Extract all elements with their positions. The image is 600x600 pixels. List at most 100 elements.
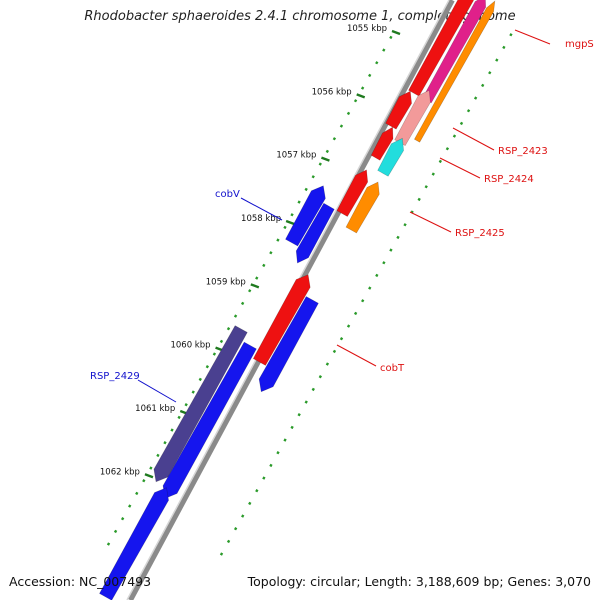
gene-red-3 <box>370 126 394 161</box>
inner-minor-tick <box>452 134 457 138</box>
topology-text: Topology: circular; Length: 3,188,609 bp… <box>247 574 591 589</box>
outer-minor-tick <box>248 289 252 293</box>
ruler-tick-label: 1061 kbp <box>135 404 175 414</box>
outer-minor-tick <box>128 504 132 508</box>
outer-minor-tick <box>135 491 139 496</box>
inner-minor-tick <box>438 159 442 164</box>
leader-mgpS <box>514 29 551 45</box>
inner-minor-tick <box>283 438 287 442</box>
leader-RSP_2425 <box>409 211 452 233</box>
inner-minor-tick <box>417 197 421 202</box>
inner-minor-tick <box>346 324 351 328</box>
major-tick <box>356 93 366 99</box>
gene-features <box>99 0 496 600</box>
gene-red-1 <box>408 0 474 97</box>
inner-minor-tick <box>361 299 365 303</box>
outer-minor-tick <box>368 73 372 78</box>
outer-minor-tick <box>360 86 365 90</box>
inner-minor-tick <box>473 96 478 100</box>
inner-minor-tick <box>445 147 450 151</box>
inner-minor-tick <box>332 349 337 354</box>
major-tick <box>144 473 154 479</box>
outer-minor-tick <box>255 276 259 280</box>
gene-label-cobT: cobT <box>380 363 405 374</box>
ruler-tick-label: 1058 kbp <box>241 214 281 224</box>
major-tick <box>250 283 260 289</box>
inner-minor-tick <box>368 286 372 290</box>
inner-minor-tick <box>424 185 428 189</box>
gene-cobV-b <box>295 202 335 264</box>
gene-cobT <box>258 296 319 393</box>
gene-cobV-a <box>285 185 326 247</box>
leader-RSP_2423 <box>452 127 495 151</box>
outer-minor-tick <box>156 453 160 458</box>
inner-minor-tick <box>269 463 273 468</box>
outer-minor-tick <box>149 466 153 470</box>
ruler-ticks <box>106 29 513 556</box>
outer-minor-tick <box>375 61 379 65</box>
outer-minor-tick <box>332 137 337 141</box>
inner-minor-tick <box>255 489 259 493</box>
ruler-tick-label: 1055 kbp <box>347 24 387 34</box>
outer-minor-tick <box>353 99 358 103</box>
major-tick <box>285 219 295 226</box>
inner-minor-tick <box>276 451 280 455</box>
outer-minor-tick <box>184 403 188 407</box>
outer-minor-tick <box>233 314 238 318</box>
gene-red-4 <box>336 169 369 217</box>
inner-minor-tick <box>459 121 464 126</box>
gene-label-RSP_2429: RSP_2429 <box>90 371 140 382</box>
outer-minor-tick <box>163 441 167 445</box>
gene-label-RSP_2423: RSP_2423 <box>498 146 548 157</box>
inner-minor-tick <box>262 476 266 480</box>
ruler-tick-label: 1057 kbp <box>276 151 316 161</box>
outer-minor-tick <box>113 529 118 534</box>
accession-text: Accession: NC_007493 <box>9 574 152 589</box>
inner-minor-tick <box>339 337 344 341</box>
gene-cobT-red <box>252 274 311 366</box>
gene-red-2 <box>385 90 412 130</box>
inner-minor-tick <box>495 58 499 62</box>
leader-RSP_2429 <box>137 379 177 403</box>
inner-minor-tick <box>311 387 315 392</box>
outer-minor-tick <box>311 175 315 179</box>
outer-minor-tick <box>170 428 174 432</box>
gene-blue-bottom <box>99 487 169 600</box>
inner-minor-tick <box>304 400 308 404</box>
inner-minor-tick <box>431 172 435 176</box>
inner-minor-tick <box>325 362 330 366</box>
labels: 1055 kbp 1056 kbp 1057 kbp 1058 kbp 1059 kbp… <box>90 24 594 477</box>
outer-minor-tick <box>318 162 322 166</box>
ruler-tick-label: 1056 kbp <box>312 87 352 97</box>
inner-minor-tick <box>353 311 358 316</box>
outer-minor-tick <box>191 390 195 394</box>
leader-cobT <box>336 344 377 367</box>
outer-minor-tick <box>240 301 245 306</box>
leader-cobV <box>240 197 283 221</box>
gene-RSP_2429 <box>153 325 248 483</box>
outer-minor-tick <box>106 542 111 546</box>
inner-minor-tick <box>297 413 301 417</box>
major-tick <box>320 156 330 162</box>
outer-minor-tick <box>283 225 287 230</box>
gene-blue-long <box>162 341 257 499</box>
inner-minor-tick <box>241 514 245 518</box>
inner-minor-tick <box>466 109 471 113</box>
outer-minor-tick <box>120 517 125 521</box>
inner-minor-tick <box>403 223 407 227</box>
inner-minor-tick <box>509 33 513 37</box>
inner-minor-tick <box>396 235 400 240</box>
outer-minor-tick <box>389 35 393 40</box>
gene-label-RSP_2424: RSP_2424 <box>484 174 534 185</box>
outer-minor-tick <box>212 352 217 356</box>
inner-minor-tick <box>502 45 506 50</box>
gene-label-mgpS: mgpS <box>565 39 594 50</box>
inner-minor-tick <box>382 261 386 265</box>
inner-minor-tick <box>375 273 379 278</box>
outer-minor-tick <box>142 479 146 483</box>
inner-minor-tick <box>248 501 252 506</box>
major-tick <box>391 29 401 36</box>
inner-minor-tick <box>389 248 393 252</box>
inner-minor-tick <box>290 425 294 430</box>
